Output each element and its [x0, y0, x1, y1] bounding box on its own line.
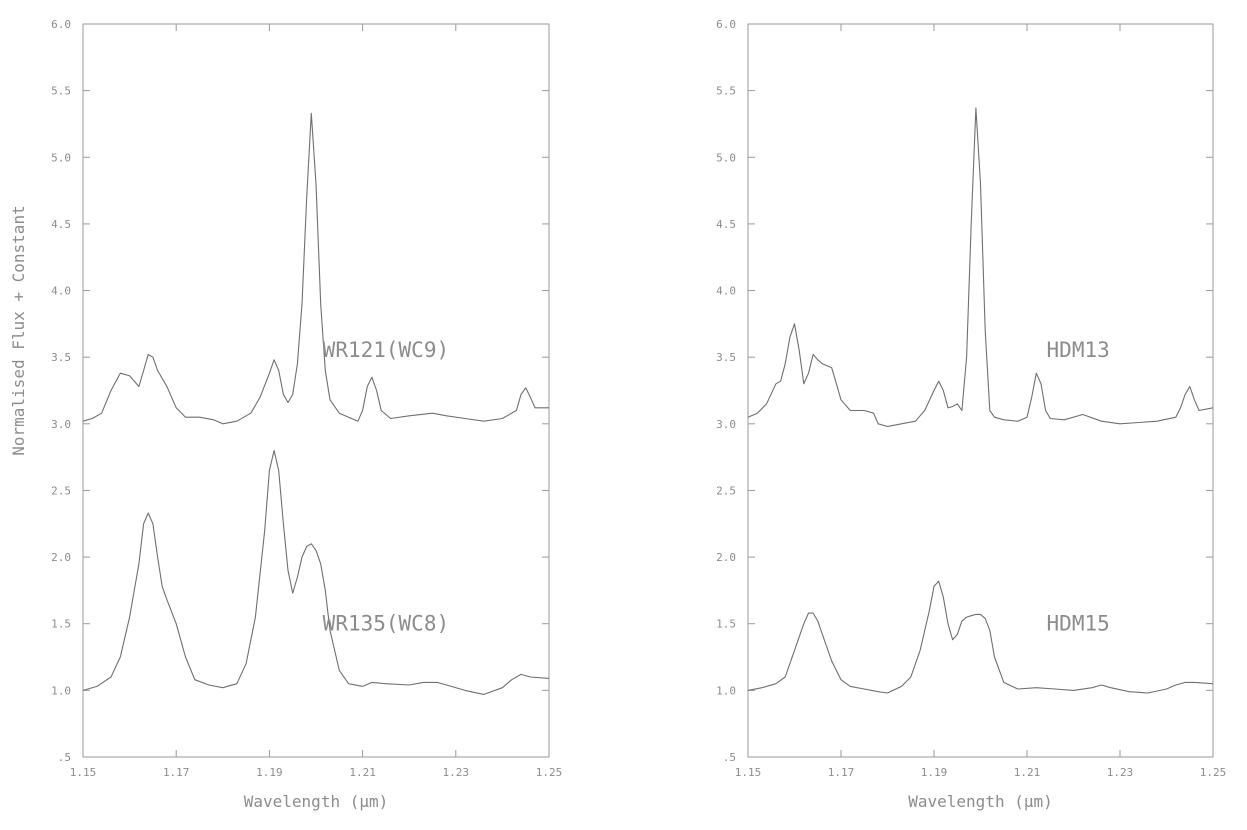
y-tick-label: 2.5: [716, 484, 736, 497]
x-tick-label: 1.17: [163, 766, 190, 779]
y-tick-label: 2.5: [51, 484, 71, 497]
x-tick-label: 1.15: [70, 766, 97, 779]
right-spectra-panel: .5 1.0 1.5 2.0 2.5 3.0 3.5 4.0 4.5 5.0 5.5 6.0 1.15 1…: [716, 18, 1226, 811]
x-tick-label: 1.19: [921, 766, 948, 779]
x-tick-label: 1.15: [735, 766, 762, 779]
left-spectra-panel: .5 1.0 1.5 2.0 2.5 3.0 3.5 4.0 4.5 5.0 5.5 6.0 1.15 1…: [9, 18, 562, 811]
y-tick-label: 5.0: [51, 151, 71, 164]
x-tick-label: 1.25: [536, 766, 563, 779]
spectrum-line-wr135-wc8-: [82, 449, 550, 695]
x-tick-label: 1.21: [1014, 766, 1041, 779]
spectrum-line-hdm15: [747, 580, 1214, 694]
y-tick-label: 3.5: [716, 351, 736, 364]
y-tick-label: 4.5: [716, 218, 736, 231]
series-label: WR135(WC8): [323, 611, 449, 635]
plot-frame: [82, 23, 550, 758]
spectrum-line-wr121-wc9-: [82, 112, 549, 425]
y-tick-label: .5: [58, 751, 71, 764]
y-tick-label: 3.0: [716, 418, 736, 431]
y-tick-label: .5: [723, 751, 736, 764]
spectrum-line-hdm13: [747, 107, 1214, 428]
y-tick-label: 5.5: [51, 85, 71, 98]
y-tick-label: 6.0: [716, 18, 736, 31]
x-tick-label: 1.23: [1107, 766, 1134, 779]
y-tick-label: 3.5: [51, 351, 71, 364]
series-label: WR121(WC9): [323, 338, 449, 362]
y-tick-label: 5.5: [716, 85, 736, 98]
y-tick-label: 4.0: [716, 285, 736, 298]
y-tick-label: 6.0: [51, 18, 71, 31]
y-tick-label: 2.0: [51, 551, 71, 564]
y-axis-title: Normalised Flux + Constant: [9, 205, 28, 455]
x-axis-title: Wavelength (μm): [244, 792, 389, 811]
y-tick-label: 4.5: [51, 218, 71, 231]
y-tick-label: 5.0: [716, 151, 736, 164]
x-tick-label: 1.23: [443, 766, 470, 779]
y-tick-label: 1.0: [716, 684, 736, 697]
y-tick-label: 2.0: [716, 551, 736, 564]
series-label: HDM15: [1047, 611, 1110, 635]
x-tick-label: 1.17: [828, 766, 855, 779]
x-tick-label: 1.19: [256, 766, 283, 779]
series-label: HDM13: [1047, 338, 1110, 362]
y-tick-label: 1.5: [51, 618, 71, 631]
y-tick-label: 4.0: [51, 285, 71, 298]
y-tick-label: 1.5: [716, 618, 736, 631]
plot-frame: [747, 23, 1214, 758]
y-tick-label: 3.0: [51, 418, 71, 431]
x-tick-label: 1.25: [1200, 766, 1227, 779]
y-tick-label: 1.0: [51, 684, 71, 697]
x-axis-title: Wavelength (μm): [908, 792, 1053, 811]
x-tick-label: 1.21: [349, 766, 376, 779]
